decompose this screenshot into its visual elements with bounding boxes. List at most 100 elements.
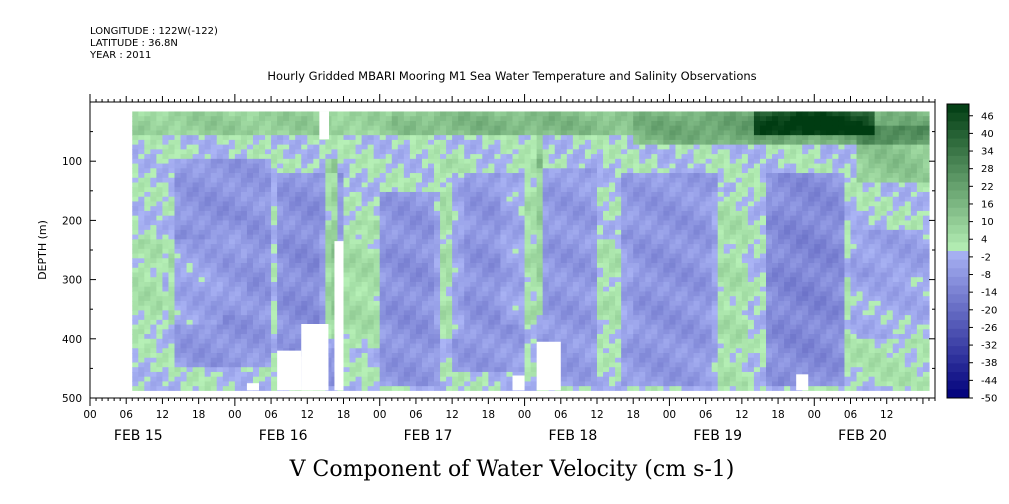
heatmap-cell: [536, 210, 544, 217]
heatmap-cell: [391, 367, 399, 373]
heatmap-cell: [295, 158, 302, 165]
heatmap-cell: [464, 371, 471, 378]
heatmap-cell: [597, 281, 604, 288]
heatmap-cell: [367, 315, 375, 321]
heatmap-cell: [138, 116, 145, 122]
heatmap-cell: [252, 376, 260, 383]
heatmap-cell: [440, 386, 447, 391]
heatmap-cell: [488, 182, 495, 188]
heatmap-cell: [488, 315, 495, 321]
heatmap-cell: [246, 187, 254, 193]
heatmap-cell: [536, 215, 544, 221]
heatmap-cell: [488, 220, 495, 226]
heatmap-cell: [391, 111, 399, 117]
heatmap-cell: [204, 338, 212, 345]
heatmap-cell: [428, 362, 435, 368]
heatmap-cell: [518, 168, 526, 174]
heatmap-cell: [428, 329, 435, 335]
heatmap-cell: [536, 286, 544, 293]
heatmap-cell: [355, 168, 363, 174]
heatmap-cell: [554, 220, 562, 226]
heatmap-cell: [639, 248, 646, 255]
heatmap-cell: [633, 286, 640, 293]
heatmap-cell: [506, 120, 514, 127]
heatmap-cell: [434, 353, 441, 359]
heatmap-cell: [307, 305, 314, 311]
heatmap-cell: [403, 239, 411, 245]
heatmap-cell: [367, 191, 375, 198]
heatmap-cell: [458, 310, 465, 316]
heatmap-cell: [246, 300, 254, 307]
heatmap-cell: [162, 149, 170, 155]
heatmap-cell: [222, 277, 230, 283]
heatmap-cell: [192, 239, 200, 245]
heatmap-cell: [452, 225, 459, 231]
heatmap-cell: [548, 272, 556, 278]
heatmap-cell: [476, 210, 483, 217]
heatmap-cell: [560, 258, 568, 264]
heatmap-cell: [234, 248, 242, 255]
heatmap-cell: [265, 135, 272, 141]
heatmap-cell: [295, 310, 302, 316]
heatmap-cell: [313, 263, 320, 269]
heatmap-cell: [379, 163, 387, 169]
heatmap-cell: [597, 116, 604, 122]
heatmap-cell: [572, 362, 580, 368]
heatmap-cell: [192, 300, 200, 307]
heatmap-cell: [409, 201, 417, 207]
heatmap-cell: [434, 300, 441, 307]
heatmap-cell: [518, 120, 526, 127]
heatmap-cell: [234, 381, 242, 387]
heatmap-cell: [446, 362, 453, 368]
heatmap-cell: [174, 154, 182, 160]
heatmap-cell: [132, 135, 139, 141]
heatmap-cell: [355, 135, 363, 141]
heatmap-cell: [512, 263, 520, 269]
heatmap-cell: [216, 386, 224, 391]
heatmap-cell: [633, 187, 640, 193]
heatmap-cell: [403, 310, 411, 316]
longitude-label: LONGITUDE : 122W(-122): [90, 26, 218, 37]
heatmap-cell: [216, 210, 224, 217]
heatmap-cell: [542, 130, 550, 136]
heatmap-cell: [198, 111, 206, 117]
heatmap-cell: [283, 163, 290, 169]
heatmap-cell: [446, 225, 453, 231]
heatmap-cell: [246, 173, 254, 179]
heatmap-cell: [464, 225, 471, 231]
heatmap-cell: [615, 168, 622, 174]
heatmap-cell: [597, 168, 604, 174]
heatmap-cell: [265, 348, 272, 354]
heatmap-cell: [277, 206, 284, 212]
heatmap-cell: [162, 310, 170, 316]
heatmap-cell: [252, 319, 260, 326]
heatmap-cell: [156, 239, 164, 245]
heatmap-cell: [633, 258, 640, 264]
heatmap-cell: [603, 215, 610, 221]
heatmap-cell: [150, 191, 157, 198]
heatmap-cell: [138, 296, 145, 302]
heatmap-cell: [524, 201, 532, 207]
heatmap-cell: [355, 144, 363, 150]
heatmap-cell: [210, 267, 218, 274]
heatmap-cell: [409, 263, 417, 269]
heatmap-cell: [210, 215, 218, 221]
heatmap-cell: [180, 281, 188, 288]
heatmap-cell: [584, 210, 592, 217]
heatmap-cell: [512, 206, 520, 212]
heatmap-cell: [204, 371, 212, 378]
heatmap-cell: [572, 177, 580, 184]
heatmap-cell: [397, 253, 405, 259]
heatmap-cell: [132, 168, 139, 174]
heatmap-cell: [506, 248, 514, 255]
heatmap-cell: [259, 215, 266, 221]
heatmap-cell: [518, 111, 526, 117]
heatmap-cell: [572, 329, 580, 335]
heatmap-cell: [373, 329, 381, 335]
heatmap-cell: [367, 291, 375, 297]
heatmap-cell: [265, 130, 272, 136]
heatmap-cell: [512, 310, 520, 316]
heatmap-cell: [391, 263, 399, 269]
heatmap-cell: [627, 173, 634, 179]
heatmap-cell: [307, 300, 314, 307]
